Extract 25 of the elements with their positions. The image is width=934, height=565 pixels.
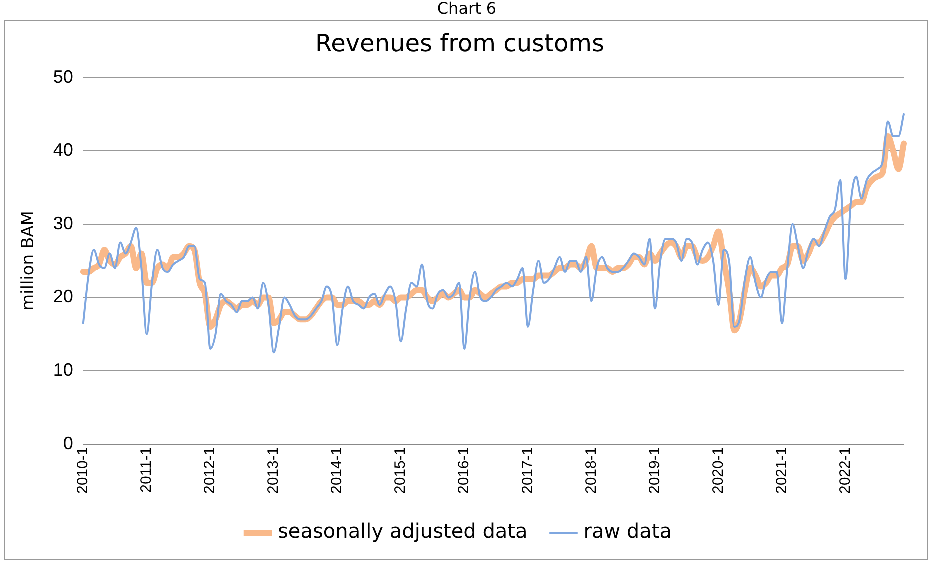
legend-label: raw data [584,519,672,544]
x-tick-label: 2014-1 [328,447,346,494]
y-tick-label: 10 [53,360,74,380]
y-tick-label: 0 [63,433,74,454]
y-tick-label: 20 [53,286,74,307]
y-axis-title: million BAM [18,211,39,312]
x-tick-label: 2010-1 [74,447,92,494]
x-tick-label: 2017-1 [519,447,536,494]
x-tick-label: 2020-1 [710,447,727,494]
x-tick-label: 2012-1 [202,447,219,494]
x-tick-label: 2021-1 [773,447,790,494]
y-tick-label: 30 [53,213,74,234]
y-tick-label: 40 [53,140,74,160]
x-tick-label: 2022-1 [836,447,854,494]
x-tick-label: 2015-1 [392,447,410,494]
y-tick-label: 50 [53,66,74,87]
chart-title: Revenues from customs [315,30,605,58]
x-tick-label: 2018-1 [582,447,600,494]
x-tick-label: 2013-1 [265,447,282,494]
x-tick-label: 2019-1 [646,447,664,494]
line-series [82,113,905,354]
x-tick-label: 2016-1 [456,447,473,494]
x-tick-label: 2011-1 [138,447,156,493]
caption: Chart 6 [436,0,498,18]
legend-label: seasonally adjusted data [278,519,528,544]
